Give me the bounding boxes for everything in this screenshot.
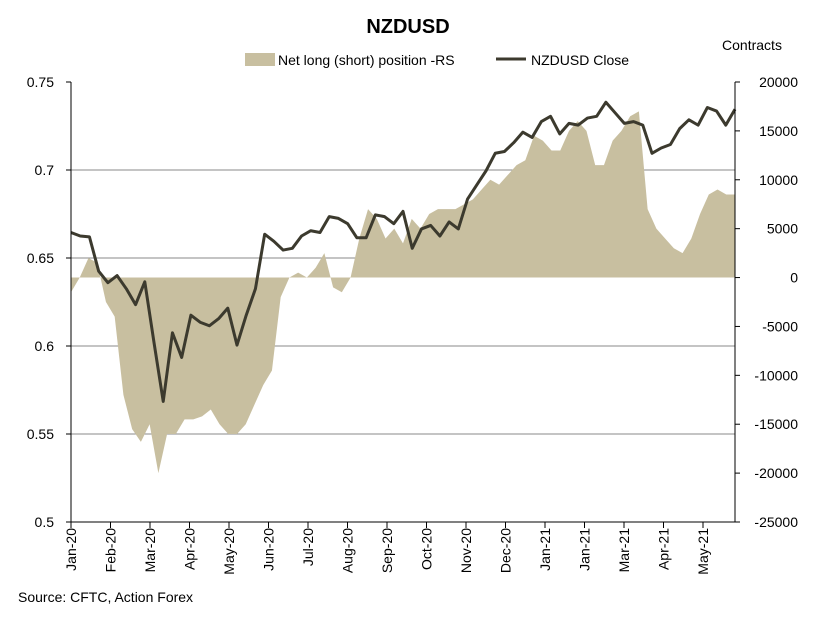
right-tick-label: 20000 (759, 74, 798, 90)
left-tick-label: 0.55 (27, 426, 54, 442)
right-tick-label: -10000 (754, 367, 798, 383)
legend-area-label: Net long (short) position -RS (278, 52, 455, 68)
right-tick-label: 5000 (767, 221, 798, 237)
right-tick-label: -5000 (762, 318, 798, 334)
left-axis-ticks: 0.75 0.7 0.65 0.6 0.55 0.5 (27, 74, 71, 530)
x-tick-label: Dec-20 (498, 528, 514, 573)
right-tick-label: 10000 (759, 172, 798, 188)
left-tick-label: 0.65 (27, 250, 54, 266)
right-tick-label: -20000 (754, 465, 798, 481)
x-tick-label: Apr-21 (656, 528, 672, 570)
x-tick-label: Nov-20 (458, 528, 474, 573)
x-tick-label: Mar-20 (142, 528, 158, 573)
legend-line-label: NZDUSD Close (531, 52, 629, 68)
x-tick-label: Aug-20 (340, 528, 356, 573)
right-tick-label: 15000 (759, 123, 798, 139)
x-tick-label: Sep-20 (379, 528, 395, 573)
right-tick-label: -15000 (754, 416, 798, 432)
x-axis-ticks: Jan-20 Feb-20 Mar-20 Apr-20 May-20 Jun-20 Jul-… (63, 522, 711, 575)
chart-title: NZDUSD (366, 16, 449, 38)
x-tick-label: May-20 (221, 528, 237, 575)
position-area (71, 111, 735, 474)
close-line-series (70, 100, 737, 403)
legend: Net long (short) position -RS NZDUSD Clos… (245, 52, 629, 68)
right-tick-label: 0 (790, 270, 798, 286)
legend-area-swatch (245, 53, 275, 66)
x-tick-label: Apr-20 (182, 528, 198, 570)
right-axis-label: Contracts (722, 37, 782, 53)
x-tick-label: Jun-20 (261, 528, 277, 571)
left-tick-label: 0.5 (35, 514, 55, 530)
x-tick-label: Oct-20 (419, 528, 435, 570)
x-tick-label: Jul-20 (300, 528, 316, 566)
x-tick-label: Mar-21 (616, 528, 632, 573)
right-axis-ticks: 20000 15000 10000 5000 0 -5000 -10000 -15000 -20… (735, 74, 798, 530)
x-tick-label: May-21 (695, 528, 711, 575)
left-tick-label: 0.75 (27, 74, 54, 90)
right-tick-label: -25000 (754, 514, 798, 530)
left-tick-label: 0.7 (35, 162, 55, 178)
x-tick-label: Feb-20 (103, 528, 119, 573)
x-tick-label: Jan-21 (537, 528, 553, 571)
position-area-series (71, 111, 735, 474)
x-tick-label: Jan-21 (577, 528, 593, 571)
close-line (70, 100, 737, 403)
source-note: Source: CFTC, Action Forex (18, 589, 194, 605)
x-tick-label: Jan-20 (63, 528, 79, 571)
left-tick-label: 0.6 (35, 338, 55, 354)
